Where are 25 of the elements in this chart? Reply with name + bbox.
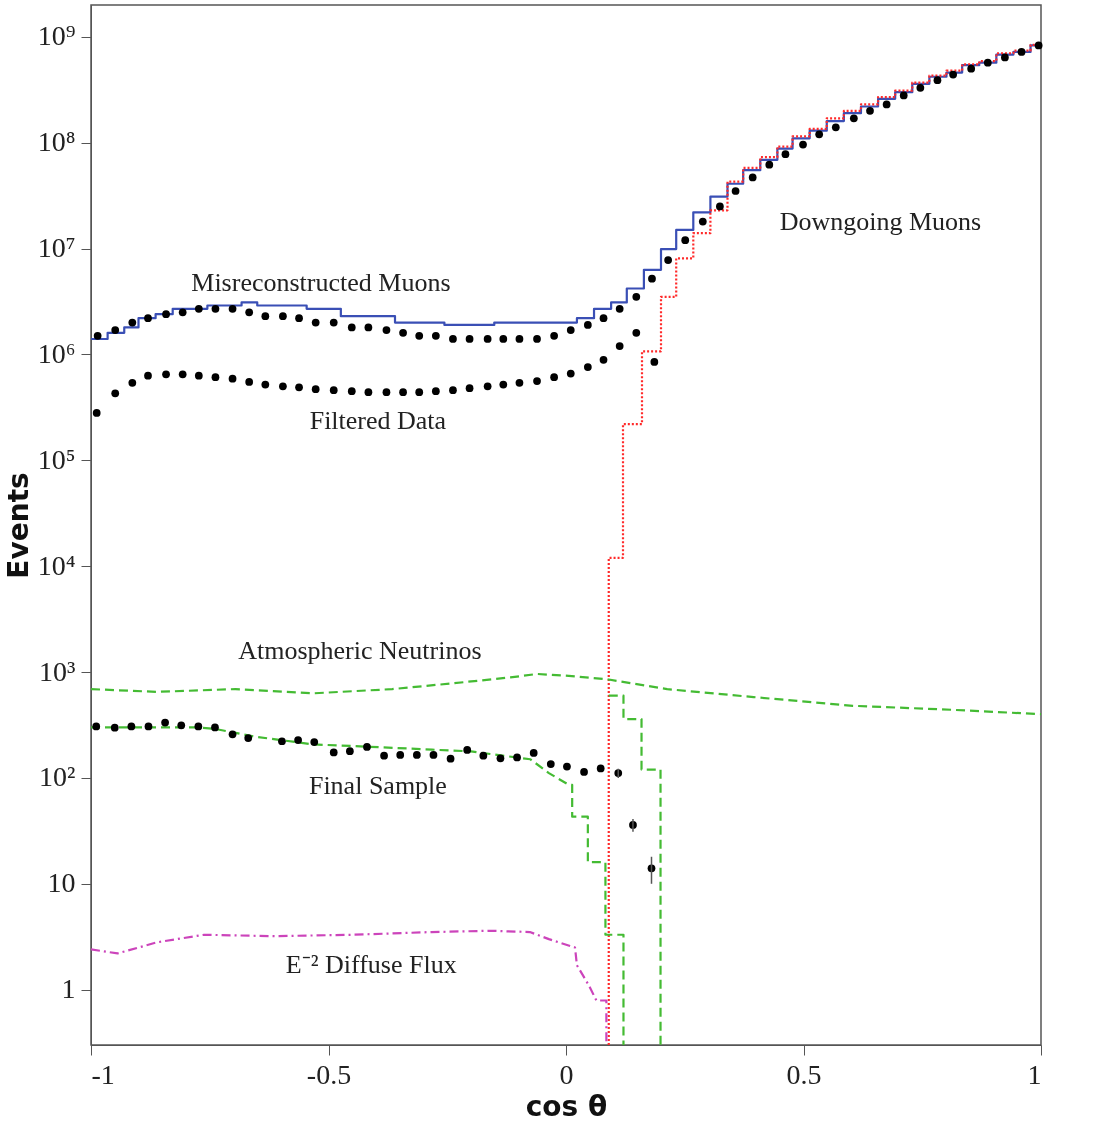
x-tick-label: -1	[91, 1058, 115, 1090]
y-tick-label: 10²	[39, 761, 76, 793]
y-tick-label: 10	[47, 867, 76, 899]
annotation: Downgoing Muons	[779, 207, 982, 237]
x-tick-label: -0.5	[306, 1058, 352, 1090]
x-tick-label: 0.5	[786, 1058, 822, 1090]
y-tick-label: 1	[61, 973, 76, 1005]
y-axis-title: Events	[1, 472, 35, 579]
x-axis-title: cos θ	[525, 1089, 608, 1123]
annotation: Misreconstructed Muons	[191, 267, 451, 297]
line-series	[91, 672, 1041, 716]
y-tick-label: 10⁵	[37, 443, 76, 475]
x-tick-label: 1	[1027, 1058, 1042, 1090]
annotation: Final Sample	[308, 771, 447, 801]
y-tick-label: 10⁶	[37, 337, 76, 369]
annotation: Atmospheric Neutrinos	[238, 635, 482, 665]
y-tick-label: 10⁷	[37, 232, 76, 264]
y-tick-label: 10⁴	[37, 549, 76, 581]
annotation: E⁻² Diffuse Flux	[285, 949, 457, 979]
y-tick-label: 10⁸	[37, 126, 76, 158]
y-tick-label: 10³	[39, 655, 76, 687]
x-tick-label: 0	[559, 1058, 574, 1090]
line-series	[607, 694, 662, 1045]
y-tick-label: 10⁹	[37, 20, 76, 52]
annotation: Filtered Data	[309, 406, 447, 435]
